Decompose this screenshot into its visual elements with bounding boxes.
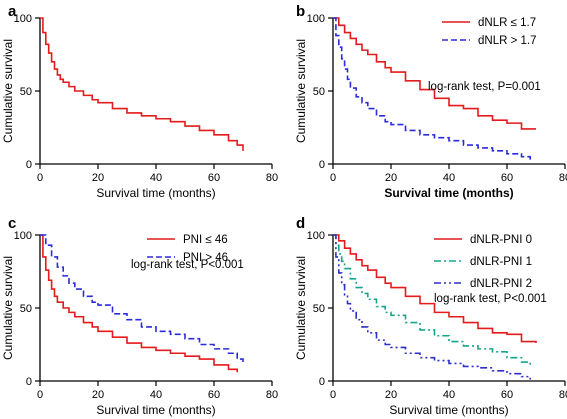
x-tick-label: 20 (385, 172, 397, 184)
y-tick-label: 100 (307, 13, 325, 25)
x-tick-label: 0 (37, 172, 43, 184)
legend-label: PNI > 46 (183, 252, 228, 264)
legend-label: dNLR-PNI 1 (470, 256, 532, 268)
legend-label: PNI ≤ 46 (183, 234, 228, 246)
x-tick-label: 20 (385, 389, 397, 401)
legend-label: dNLR-PNI 0 (470, 234, 532, 246)
y-axis-label: Cumulative survival (294, 39, 308, 143)
log-rank-annotation: log-rank test, P<0.001 (131, 259, 244, 271)
series-line-1 (333, 17, 536, 130)
series-line-1 (333, 234, 537, 344)
x-axis-label: Survival time (months) (384, 186, 513, 200)
panel-letter-a: a (8, 3, 17, 20)
panel-d: d 0 20 40 60 80 0 50 100 Survival time (months) Cu… (294, 215, 567, 417)
panel-letter-d: d (296, 215, 305, 232)
panel-b: b 0 20 40 60 80 0 50 100 Survival time (months) Cu… (294, 3, 567, 200)
y-tick-label: 50 (313, 303, 325, 315)
legend-label: dNLR ≤ 1.7 (478, 17, 536, 29)
panel-a: a 0 20 40 60 80 0 50 100 Survival time (months) Cu… (1, 3, 278, 200)
series-line-2 (333, 234, 531, 365)
y-tick-label: 0 (319, 376, 325, 388)
x-tick-label: 0 (330, 389, 336, 401)
log-rank-annotation: log-rank test, P<0.001 (434, 293, 547, 305)
x-tick-label: 80 (559, 172, 567, 184)
series-line-1 (40, 17, 244, 151)
x-axis-label: Survival time (months) (96, 403, 215, 417)
y-tick-label: 0 (26, 159, 32, 171)
series-line-2 (333, 17, 531, 160)
y-tick-label: 0 (26, 376, 32, 388)
x-tick-label: 20 (92, 389, 104, 401)
log-rank-annotation: log-rank test, P=0.001 (428, 81, 541, 93)
series-line-1 (40, 234, 238, 373)
x-tick-label: 60 (501, 389, 513, 401)
y-tick-label: 50 (20, 303, 32, 315)
series-line-3 (333, 234, 531, 380)
series-line-2 (40, 234, 244, 363)
y-tick-label: 100 (14, 13, 32, 25)
x-tick-label: 80 (266, 389, 278, 401)
x-tick-label: 80 (266, 172, 278, 184)
y-tick-label: 50 (20, 86, 32, 98)
y-axis-label: Cumulative survival (1, 256, 15, 360)
legend-label: dNLR > 1.7 (478, 35, 537, 47)
x-tick-label: 0 (37, 389, 43, 401)
x-tick-label: 20 (92, 172, 104, 184)
y-tick-label: 100 (307, 230, 325, 242)
legend-label: dNLR-PNI 2 (470, 278, 532, 290)
y-tick-label: 100 (14, 230, 32, 242)
y-tick-label: 0 (319, 159, 325, 171)
x-tick-label: 80 (559, 389, 567, 401)
panel-letter-c: c (8, 215, 16, 232)
x-tick-label: 0 (330, 172, 336, 184)
y-axis-label: Cumulative survival (1, 39, 15, 143)
x-axis-label: Survival time (months) (389, 403, 508, 417)
x-tick-label: 40 (443, 172, 455, 184)
x-tick-label: 40 (150, 172, 162, 184)
x-tick-label: 40 (150, 389, 162, 401)
x-axis-label: Survival time (months) (96, 186, 215, 200)
panel-c: c 0 20 40 60 80 0 50 100 Survival time (months) Cu… (1, 215, 278, 417)
x-tick-label: 60 (501, 172, 513, 184)
y-tick-label: 50 (313, 86, 325, 98)
panel-letter-b: b (296, 3, 305, 20)
x-tick-label: 60 (208, 172, 220, 184)
x-tick-label: 60 (208, 389, 220, 401)
x-tick-label: 40 (443, 389, 455, 401)
y-axis-label: Cumulative survival (294, 256, 308, 360)
